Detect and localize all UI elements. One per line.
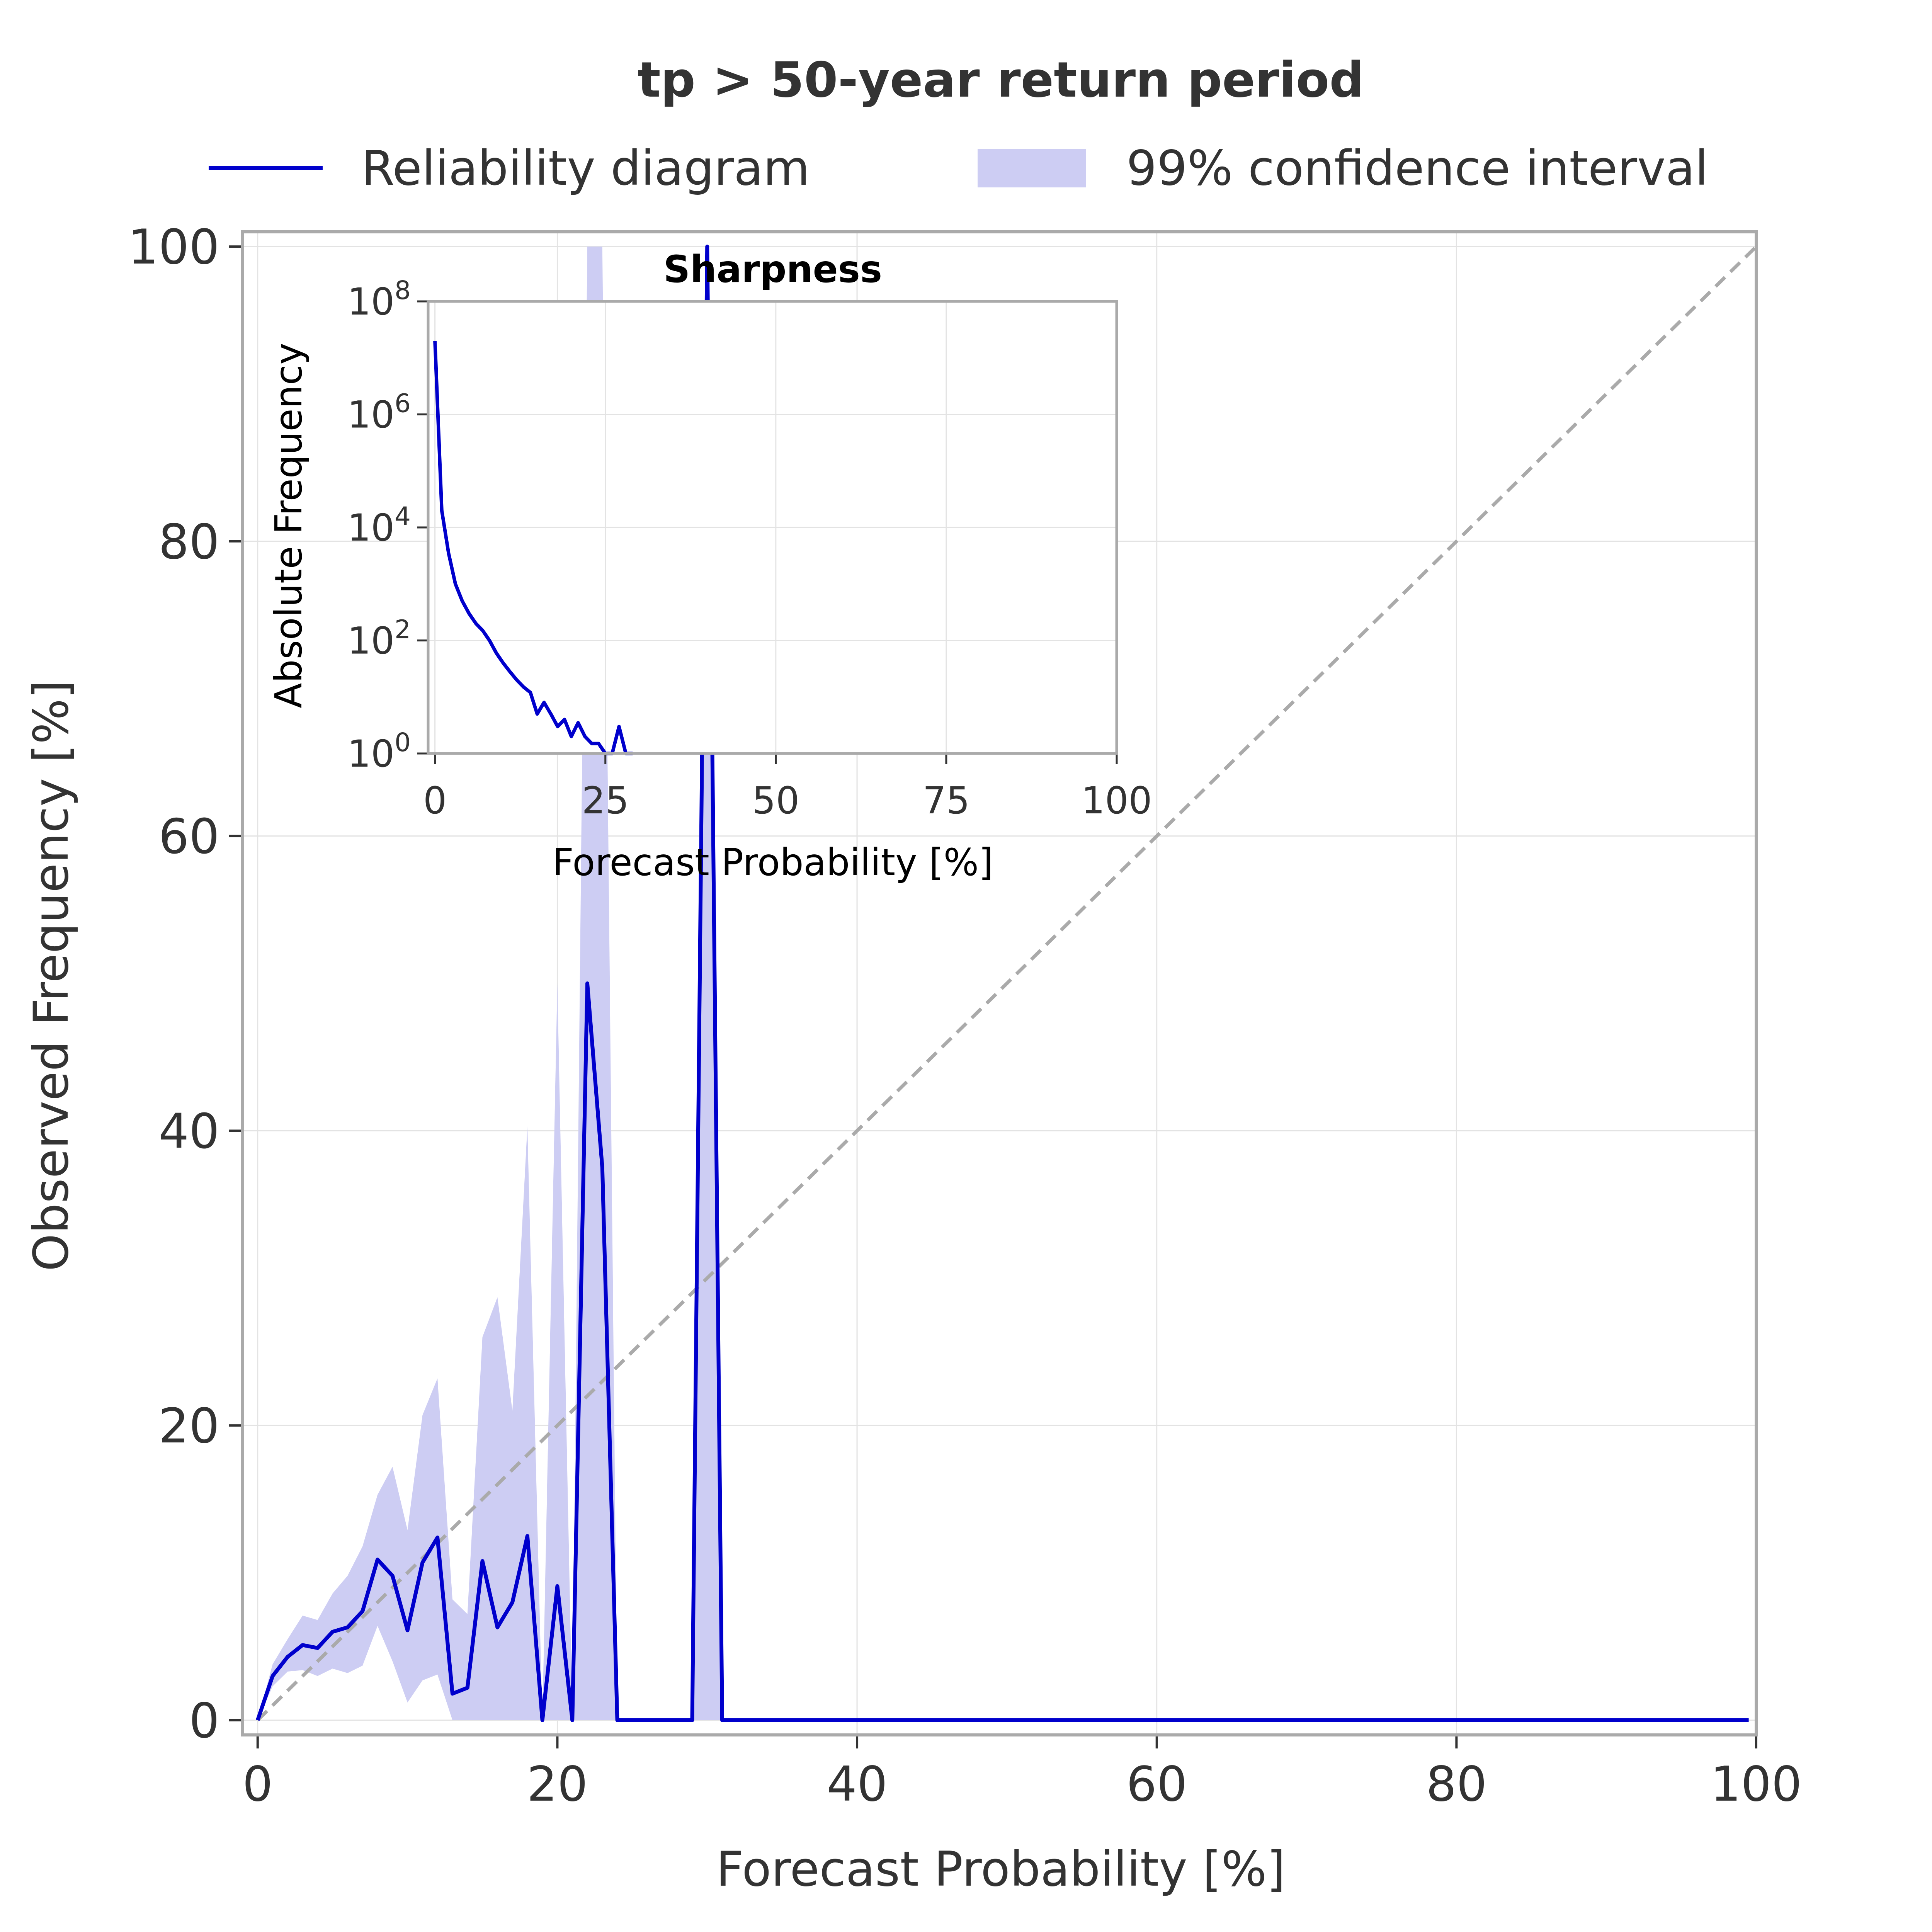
inset-axes-frame	[427, 300, 1118, 755]
inset-x-tick-label-0: 0	[423, 779, 447, 822]
main-y-tick-label-3: 60	[158, 809, 219, 865]
inset-y-tick-base-3: 10	[347, 393, 395, 437]
inset-y-tick-exponent-1: 2	[395, 615, 411, 645]
inset-y-tick-exponent-2: 4	[395, 502, 411, 531]
inset-y-tick-base-2: 10	[347, 506, 395, 549]
inset-title: Sharpness	[663, 248, 882, 291]
main-x-tick-label-2: 40	[827, 1757, 888, 1812]
inset-x-tick-label-4: 100	[1081, 779, 1152, 822]
main-y-axis-label: Observed Frequency [%]	[24, 680, 79, 1272]
inset-x-tick-label-2: 50	[752, 779, 799, 822]
main-y-tick-label-4: 80	[158, 514, 219, 570]
legend-line-label: Reliability diagram	[361, 141, 810, 196]
inset-y-tick-label-1: 102	[347, 615, 411, 663]
chart-title: tp > 50-year return period	[638, 51, 1364, 108]
legend: Reliability diagram 99% confidence inter…	[209, 141, 1708, 196]
main-x-axis-label: Forecast Probability [%]	[716, 1842, 1286, 1897]
main-y-tick-label-0: 0	[189, 1693, 219, 1749]
inset-y-axis-label: Absolute Frequency	[267, 343, 310, 708]
inset-y-tick-label-0: 100	[347, 728, 411, 776]
inset-y-tick-label-3: 106	[347, 389, 411, 437]
main-y-ticks: 0 20 40 60 80 100	[128, 219, 243, 1749]
inset-y-tick-label-4: 108	[347, 276, 411, 323]
inset-x-tick-label-3: 75	[923, 779, 970, 822]
legend-ci-label: 99% confidence interval	[1126, 141, 1708, 196]
main-x-tick-label-0: 0	[242, 1757, 273, 1812]
inset-y-tick-base-0: 10	[347, 732, 395, 776]
main-y-tick-label-2: 40	[158, 1104, 219, 1159]
inset-y-tick-exponent-0: 0	[395, 728, 411, 757]
inset-y-tick-exponent-3: 6	[395, 389, 411, 418]
sharpness-line	[433, 341, 633, 755]
perfect-reliability-diagonal	[256, 245, 1758, 1722]
sharpness-series	[433, 341, 633, 755]
inset-y-tick-base-4: 10	[347, 280, 395, 323]
main-x-tick-label-5: 100	[1711, 1757, 1802, 1812]
inset-y-tick-exponent-4: 8	[395, 276, 411, 305]
inset-x-axis-label: Forecast Probability [%]	[553, 841, 993, 884]
main-y-tick-label-1: 20	[158, 1398, 219, 1454]
reliability-line	[256, 245, 1749, 1722]
main-x-tick-label-3: 60	[1126, 1757, 1187, 1812]
inset-y-tick-label-2: 104	[347, 502, 411, 549]
main-x-ticks: 0 20 40 60 80 100	[242, 1735, 1802, 1812]
main-x-tick-label-1: 20	[527, 1757, 588, 1812]
inset-x-ticks: 0 25 50 75 100	[423, 753, 1152, 822]
main-x-tick-label-4: 80	[1426, 1757, 1487, 1812]
main-axes-frame	[241, 230, 1758, 1736]
legend-ci-swatch	[978, 149, 1086, 187]
inset-x-tick-label-1: 25	[582, 779, 629, 822]
main-y-tick-label-5: 100	[128, 219, 219, 275]
inset-y-tick-base-1: 10	[347, 619, 395, 663]
reliability-series	[256, 245, 1749, 1722]
